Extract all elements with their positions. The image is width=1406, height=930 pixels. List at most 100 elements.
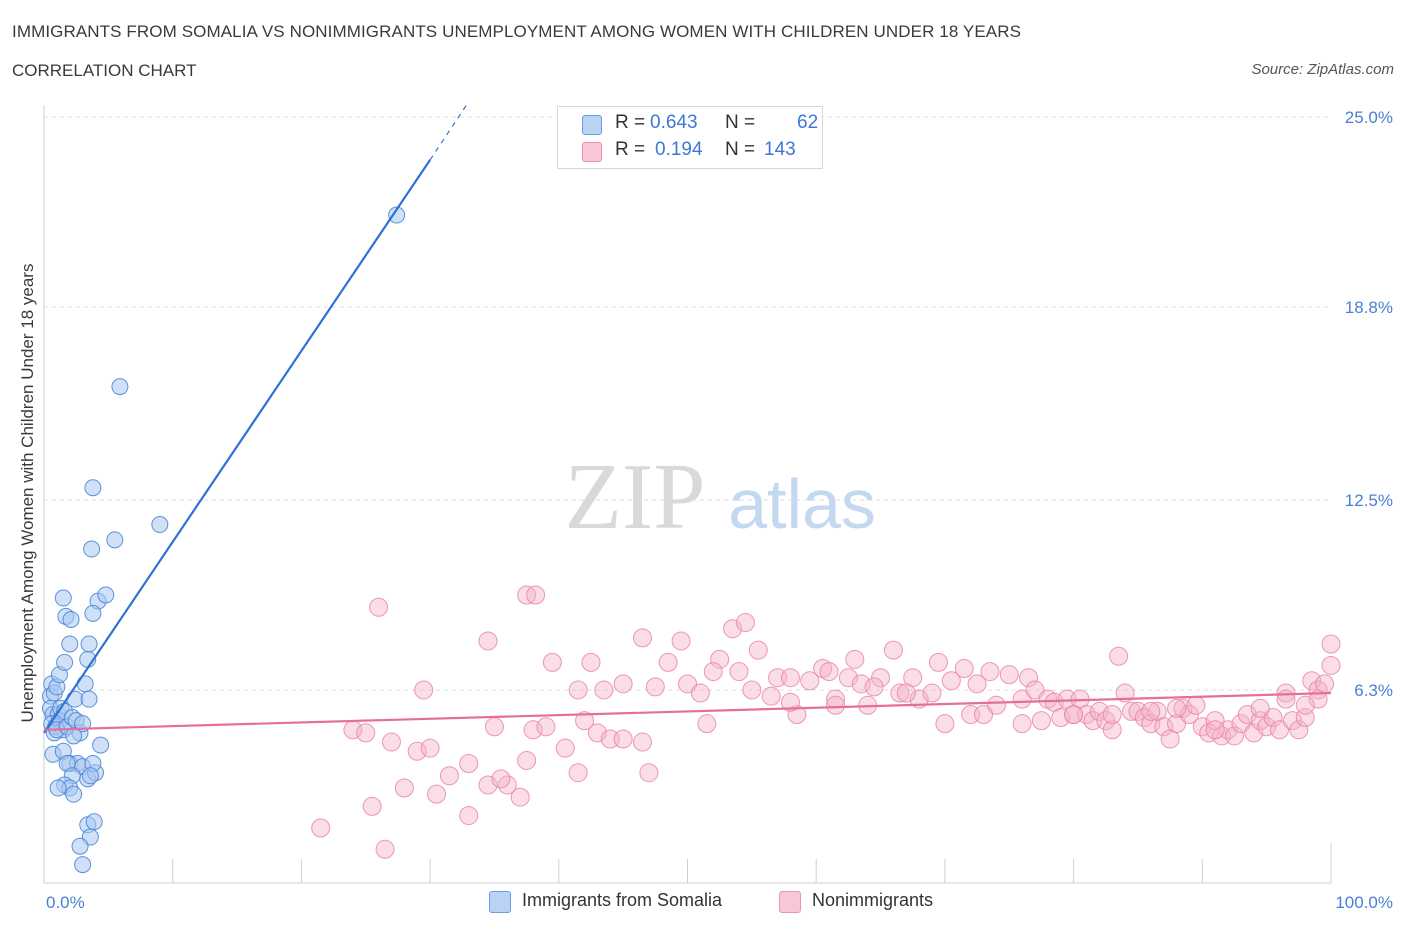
legend-item-label: Immigrants from Somalia [522,890,723,910]
nonimmigrants-point [632,732,652,752]
nonimmigrants-point [439,766,459,786]
nonimmigrants-point [697,714,717,734]
nonimmigrants-point [1089,701,1109,721]
nonimmigrants-point [954,659,974,679]
nonimmigrants-point [780,668,800,688]
somalia-point [111,378,129,396]
source-credit: Source: ZipAtlas.com [1251,61,1394,78]
nonimmigrants-point [768,668,788,688]
nonimmigrants-point [941,671,961,691]
nonimmigrants-point [356,723,376,743]
somalia-point [84,479,102,497]
nonimmigrants-point [871,668,891,688]
nonimmigrants-point [613,674,633,694]
nonimmigrants-point [459,754,479,774]
watermark-atlas: atlas [728,465,876,543]
somalia-point [56,653,74,671]
somalia-point [151,516,169,534]
legend-n-value: 143 [764,139,796,160]
nonimmigrants-point [645,677,665,697]
nonimmigrants-point [1102,720,1122,740]
nonimmigrants-point [484,717,504,737]
nonimmigrants-point [1167,698,1187,718]
nonimmigrants-point [536,717,556,737]
nonimmigrants-point [1321,655,1341,675]
watermark: ZIP atlas [565,445,876,549]
nonimmigrants-point [575,711,595,731]
nonimmigrants-point [517,750,537,770]
nonimmigrants-point [671,631,691,651]
y-tick-label: 18.8% [1345,298,1393,317]
series-legend: Immigrants from Somalia Nonimmigrants [0,890,1406,916]
nonimmigrants-point [1154,717,1174,737]
nonimmigrants-point [658,652,678,672]
chart-title: IMMIGRANTS FROM SOMALIA VS NONIMMIGRANTS… [12,22,1022,41]
y-tick-labels: 6.3% 12.5% 18.8% 25.0% [1345,108,1393,700]
correlation-legend: R = 0.643 N = 62 R = 0.194 N = 143 [557,106,823,169]
nonimmigrants-point [427,784,447,804]
somalia-point [85,813,103,831]
nonimmigrants-point [459,806,479,826]
nonimmigrants-point [1031,711,1051,731]
chart-subtitle: CORRELATION CHART [12,61,197,80]
nonimmigrants-point [1263,708,1283,728]
nonimmigrants-point [742,680,762,700]
grid-lines [44,116,1331,691]
nonimmigrants-point [568,680,588,700]
legend-item-label: Nonimmigrants [812,890,934,910]
nonimmigrants-point [1109,646,1129,666]
somalia-point [80,690,98,708]
somalia-trend-line [43,159,432,734]
somalia-point [74,856,92,874]
nonimmigrants-points [311,585,1341,859]
nonimmigrants-point [491,769,511,789]
nonimmigrants-point [1205,720,1225,740]
nonimmigrants-point [1012,714,1032,734]
legend-r-value: 0.643 [650,112,698,133]
x-ticks [172,843,1332,883]
somalia-point [80,635,98,653]
nonimmigrants-point [780,692,800,712]
nonimmigrants-point [678,674,697,694]
legend-n-label: N = [725,112,756,133]
nonimmigrants-point [1025,680,1045,700]
nonimmigrants-point [1141,701,1161,721]
nonimmigrants-point [414,680,434,700]
nonimmigrants-point [1282,711,1302,731]
nonimmigrants-point [729,662,749,682]
nonimmigrants-point [851,674,871,694]
watermark-zip: ZIP [565,445,706,549]
nonimmigrants-point [1321,634,1341,654]
nonimmigrants-point [555,738,575,758]
nonimmigrants-point [890,683,910,703]
nonimmigrants-point [1270,720,1290,740]
nonimmigrants-point [369,597,389,617]
somalia-point [81,767,99,785]
nonimmigrants-point [883,640,903,660]
nonimmigrants-point [542,652,562,672]
nonimmigrants-point [526,585,546,605]
nonimmigrants-point [1257,717,1277,737]
somalia-point [92,736,110,754]
x-tick-label-min: 0.0% [46,893,85,912]
nonimmigrants-point [1051,708,1071,728]
y-tick-label: 25.0% [1345,108,1393,127]
nonimmigrants-point [1083,711,1103,731]
nonimmigrants-point [1019,668,1039,688]
nonimmigrants-point [394,778,414,798]
somalia-point [388,206,406,224]
nonimmigrants-point [1064,704,1084,724]
somalia-point [71,837,89,855]
nonimmigrants-point [922,683,942,703]
legend-r-label: R = [615,139,646,160]
nonimmigrants-point [381,732,401,752]
nonimmigrants-point [967,674,987,694]
nonimmigrants-point [1012,689,1032,709]
somalia-point [61,635,79,653]
nonimmigrants-point [761,686,781,706]
nonimmigrants-point [1231,714,1251,734]
nonimmigrants-point [510,787,530,807]
legend-swatch-pink [779,891,801,913]
y-tick-label: 12.5% [1345,491,1393,510]
